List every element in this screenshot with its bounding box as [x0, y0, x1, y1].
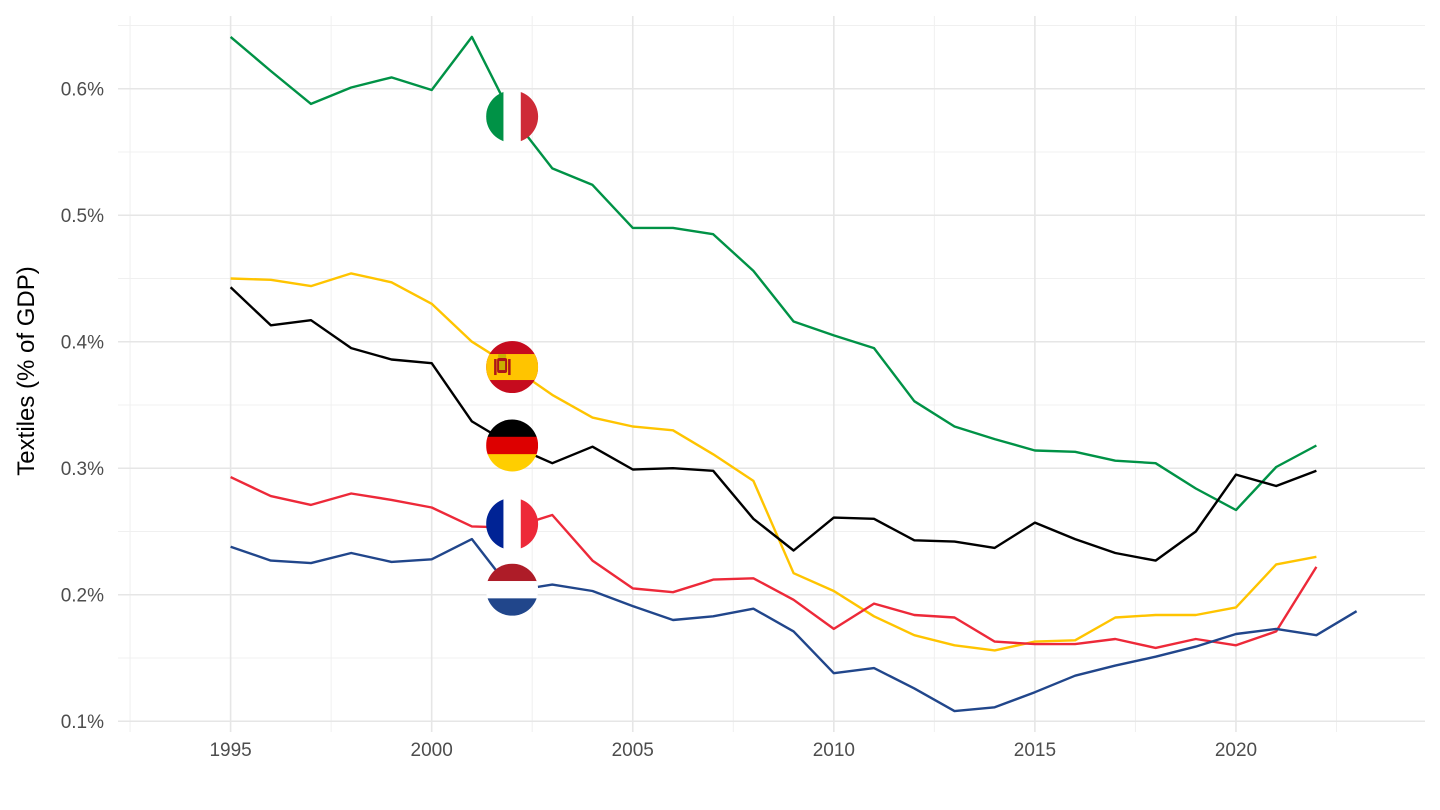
y-axis-title: Textiles (% of GDP): [13, 266, 40, 475]
italy-flag: [486, 90, 539, 143]
y-tick-label: 0.6%: [61, 80, 104, 101]
x-axis-ticks: 1995 2000 2005 2010 2015 2020: [209, 740, 1257, 761]
y-tick-label: 0.5%: [61, 206, 104, 227]
y-axis-ticks: 0.1% 0.2% 0.3% 0.4% 0.5% 0.6%: [61, 80, 104, 734]
minor-gridlines: [118, 16, 1425, 732]
series-line-netherlands: [230, 537, 1358, 713]
series-line-germany: [229, 286, 1317, 562]
y-tick-label: 0.2%: [61, 586, 104, 607]
y-tick-label: 0.1%: [61, 712, 104, 733]
x-tick-label: 2015: [1014, 740, 1056, 761]
france-flag: [486, 497, 539, 550]
flag-markers: [486, 90, 539, 616]
x-tick-label: 2005: [612, 740, 654, 761]
series-line-spain: [230, 272, 1317, 652]
series-line-france: [230, 476, 1318, 650]
germany-flag: [486, 419, 539, 472]
major-gridlines: [118, 16, 1425, 732]
x-tick-label: 2010: [813, 740, 855, 761]
series-lines: [229, 35, 1358, 713]
x-tick-label: 1995: [209, 740, 251, 761]
x-tick-label: 2000: [411, 740, 453, 761]
y-tick-label: 0.4%: [61, 333, 104, 354]
netherlands-flag: [486, 563, 539, 616]
y-tick-label: 0.3%: [61, 459, 104, 480]
x-tick-label: 2020: [1215, 740, 1257, 761]
spain-flag: [486, 341, 539, 394]
series-line-italy: [229, 35, 1317, 512]
